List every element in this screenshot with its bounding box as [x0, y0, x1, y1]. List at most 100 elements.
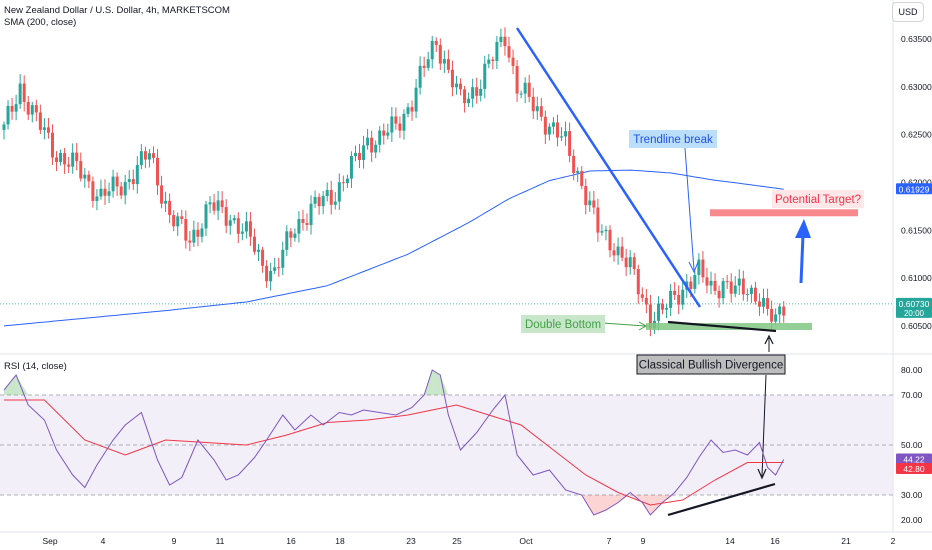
candle-body [475, 87, 479, 96]
rsi-tick-label: 50.00 [901, 440, 923, 450]
rsi-tick-label: 20.00 [901, 515, 923, 525]
time-tick-label: Sep [42, 536, 57, 546]
candle-body [176, 216, 180, 227]
candle-body [596, 207, 600, 233]
candle-body [135, 165, 139, 185]
candle-body [511, 57, 515, 66]
candle-body [236, 218, 240, 234]
candle-body [188, 240, 192, 243]
candle-body [677, 294, 681, 305]
price-tick-label: 0.60500 [901, 321, 932, 331]
rsi-oversold-fill [593, 495, 606, 515]
candle-body [729, 281, 733, 294]
candle-body [568, 131, 572, 156]
candle-body [67, 164, 71, 167]
candle-body [42, 127, 46, 130]
sma-price-badge-bg [896, 183, 932, 195]
double-bottom-label: Double Bottom [525, 319, 601, 331]
candle-body [273, 267, 277, 271]
candle-body [398, 123, 402, 131]
sma-200-line [3, 169, 784, 327]
candle-body [281, 249, 285, 268]
candle-body [737, 278, 741, 286]
candle-body [107, 191, 111, 196]
candle-body [151, 153, 155, 158]
candle-body [426, 59, 430, 68]
candle-body [333, 201, 337, 205]
candle-body [459, 83, 463, 90]
candle-body [131, 179, 135, 185]
price-tick-label: 0.61500 [901, 225, 932, 235]
candle-body [345, 178, 349, 184]
candle-body [612, 250, 616, 256]
candle-body [115, 176, 119, 187]
candle-body [539, 106, 543, 117]
candle-body [160, 185, 164, 204]
candle-body [83, 174, 87, 179]
candle-body [309, 203, 313, 225]
candle-body [208, 202, 212, 205]
sma-price-badge: 0.61929 [899, 184, 930, 194]
candle-body [297, 218, 301, 234]
candle-body [87, 174, 91, 182]
candle-body [467, 98, 471, 104]
candle-body [665, 307, 669, 310]
candle-body [341, 182, 345, 184]
candle-body [564, 131, 568, 137]
sma-legend: SMA (200, close) [4, 17, 77, 28]
candle-body [430, 41, 434, 60]
candle-body [244, 221, 248, 232]
candle-body [99, 188, 103, 197]
candle-body [79, 161, 83, 179]
candle-body [414, 87, 418, 112]
candle-body [580, 171, 584, 187]
candle-body [762, 298, 766, 307]
last-price-badge-time: 20:00 [904, 309, 925, 318]
candle-body [220, 200, 224, 208]
target-arrow-shaft [799, 234, 805, 284]
candle-body [745, 294, 749, 296]
rsi-line [3, 369, 785, 516]
candle-body [519, 93, 523, 95]
time-tick-label: 14 [725, 536, 735, 546]
rsi-oversold-fill [605, 495, 619, 510]
candle-body [180, 216, 184, 220]
candle-body [483, 63, 487, 89]
candle-body [30, 105, 34, 115]
candle-body [656, 303, 660, 321]
candle-body [531, 96, 535, 112]
candle-body [277, 267, 281, 269]
candle-body [232, 218, 236, 221]
rsi-oversold-fill [662, 495, 675, 503]
candle-body [434, 41, 438, 45]
candle-body [200, 228, 204, 237]
currency-button[interactable]: USD [892, 2, 924, 22]
time-tick-label: Oct [519, 536, 533, 546]
candle-body [713, 280, 717, 291]
time-tick-label: 11 [216, 536, 225, 546]
candle-body [620, 246, 624, 258]
downtrend-line [515, 27, 702, 308]
candle-body [123, 181, 127, 196]
candle-body [305, 222, 309, 225]
candle-body [22, 83, 26, 102]
candle-body [63, 153, 67, 165]
rsi-overbought-fill [432, 370, 441, 395]
time-tick-label: 18 [335, 536, 345, 546]
time-tick-label: 9 [641, 536, 646, 546]
rsi-tick-label: 80.00 [901, 365, 923, 375]
candle-body [95, 196, 99, 201]
candle-body [321, 196, 325, 207]
candle-body [111, 176, 115, 192]
time-tick-label: 7 [607, 536, 612, 546]
candle-body [139, 151, 143, 166]
candle-body [265, 265, 269, 282]
candle-body [382, 130, 386, 136]
candle-body [673, 290, 677, 295]
candle-body [269, 270, 273, 282]
candle-body [584, 186, 588, 206]
price-tick-label: 0.62500 [901, 130, 932, 140]
time-tick-label: 2 [891, 536, 896, 546]
candle-body [422, 65, 426, 68]
